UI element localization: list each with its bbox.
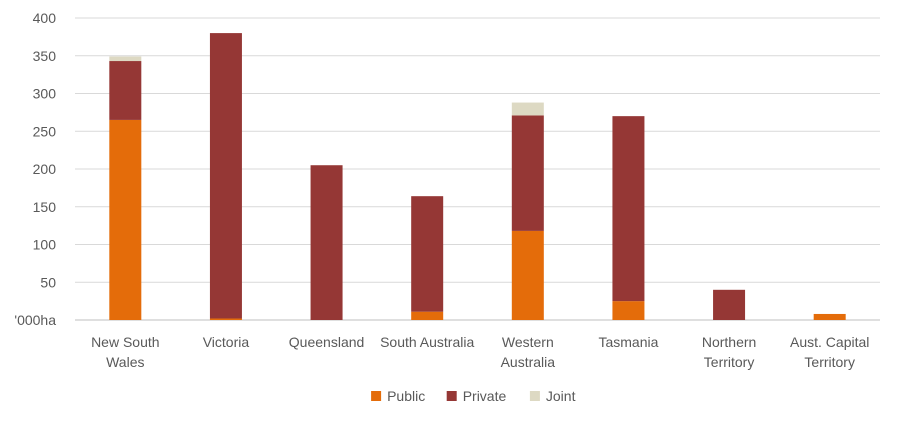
bar-private bbox=[511, 115, 544, 231]
legend-label-joint: Joint bbox=[546, 388, 576, 404]
x-tick-label: Western Australia bbox=[501, 334, 556, 370]
bar-private bbox=[109, 61, 142, 120]
x-tick-label-line: Wales bbox=[106, 354, 144, 370]
bar-private bbox=[310, 165, 343, 320]
x-tick-label-line: Tasmania bbox=[598, 334, 658, 350]
y-tick-label: 400 bbox=[33, 10, 57, 26]
x-tick-label: Tasmania bbox=[598, 334, 658, 350]
y-tick-label: 50 bbox=[40, 274, 56, 290]
x-tick-label-line: Australia bbox=[501, 354, 556, 370]
legend: Public Private Joint bbox=[371, 388, 576, 404]
x-tick-label-line: Victoria bbox=[203, 334, 250, 350]
bar-private bbox=[713, 289, 746, 320]
bar-public bbox=[109, 119, 142, 320]
x-tick-label-line: Aust. Capital bbox=[790, 334, 869, 350]
bar-joint bbox=[511, 102, 544, 116]
x-tick-label: Victoria bbox=[203, 334, 250, 350]
x-tick-label-line: Western bbox=[502, 334, 554, 350]
x-tick-label-line: New South bbox=[91, 334, 159, 350]
x-tick-label: Queensland bbox=[289, 334, 365, 350]
bar-private bbox=[612, 116, 645, 302]
x-tick-label: New South Wales bbox=[91, 334, 159, 370]
x-tick-label: Northern Territory bbox=[702, 334, 756, 370]
y-tick-label: 350 bbox=[33, 48, 57, 64]
y-tick-label: '000ha bbox=[14, 312, 56, 328]
legend-label-private: Private bbox=[463, 388, 507, 404]
bar-public bbox=[511, 230, 544, 320]
x-tick-label: Aust. Capital Territory bbox=[790, 334, 869, 370]
bar-public bbox=[813, 313, 846, 320]
x-tick-label-line: South Australia bbox=[380, 334, 474, 350]
x-tick-label-line: Territory bbox=[704, 354, 755, 370]
y-tick-label: 150 bbox=[33, 199, 57, 215]
bar-public bbox=[411, 311, 444, 320]
bar-private bbox=[411, 196, 444, 312]
y-tick-label: 200 bbox=[33, 161, 57, 177]
x-tick-label-line: Northern bbox=[702, 334, 756, 350]
bar-joint bbox=[109, 56, 142, 62]
y-tick-label: 250 bbox=[33, 123, 57, 139]
x-axis-ticks: New South Wales Victoria Queensland South Au… bbox=[91, 334, 869, 370]
y-tick-label: 100 bbox=[33, 237, 57, 253]
bar-private bbox=[209, 33, 242, 319]
legend-swatch-public bbox=[371, 391, 382, 401]
x-tick-label-line: Queensland bbox=[289, 334, 365, 350]
y-axis-ticks: '000ha 50 100 150 200 250 300 350 400 bbox=[14, 10, 56, 328]
y-tick-label: 300 bbox=[33, 86, 57, 102]
bars bbox=[109, 33, 846, 320]
x-tick-label: South Australia bbox=[380, 334, 474, 350]
legend-swatch-private bbox=[446, 391, 457, 401]
legend-swatch-joint bbox=[529, 391, 540, 401]
bar-public bbox=[209, 318, 242, 320]
bar-public bbox=[612, 301, 645, 320]
legend-label-public: Public bbox=[387, 388, 425, 404]
gridlines bbox=[75, 17, 880, 321]
x-tick-label-line: Territory bbox=[804, 354, 855, 370]
